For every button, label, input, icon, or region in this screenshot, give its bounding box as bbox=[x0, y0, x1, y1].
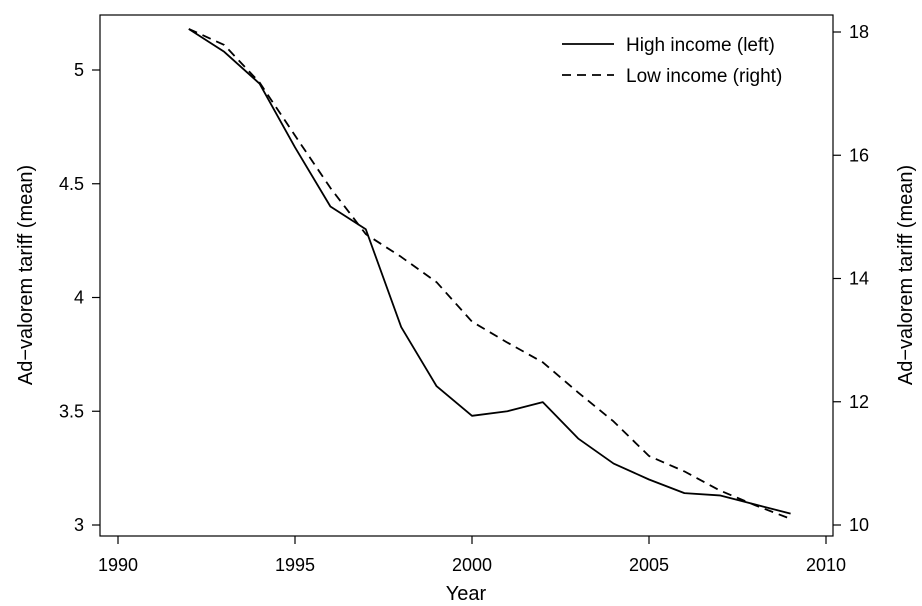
x-tick-label: 2005 bbox=[629, 555, 669, 575]
x-tick-label: 1995 bbox=[275, 555, 315, 575]
right-y-tick-label: 16 bbox=[849, 145, 869, 165]
right-y-tick-label: 14 bbox=[849, 269, 869, 289]
x-tick-label: 1990 bbox=[98, 555, 138, 575]
right-y-axis-title: Ad−valorem tariff (mean) bbox=[895, 165, 917, 385]
x-tick-label: 2000 bbox=[452, 555, 492, 575]
left-y-tick-label: 3.5 bbox=[59, 401, 84, 421]
left-y-axis-title: Ad−valorem tariff (mean) bbox=[15, 165, 37, 385]
left-y-axis: 3 3.5 4 4.5 5 bbox=[59, 60, 100, 535]
series-layer bbox=[188, 28, 791, 520]
left-y-tick-label: 4.5 bbox=[59, 174, 84, 194]
series-line-high-income bbox=[188, 28, 791, 515]
x-tick-label: 2010 bbox=[806, 555, 846, 575]
left-y-tick-label: 5 bbox=[74, 60, 84, 80]
right-y-tick-label: 18 bbox=[849, 22, 869, 42]
left-y-tick-label: 4 bbox=[74, 288, 84, 308]
left-y-tick-label: 3 bbox=[74, 515, 84, 535]
legend: High income (left) Low income (right) bbox=[562, 35, 782, 87]
series-line-low-income bbox=[188, 28, 791, 520]
x-axis: 1990 1995 2000 2005 2010 bbox=[98, 536, 846, 575]
x-axis-title: Year bbox=[446, 583, 487, 605]
legend-label-high-income: High income (left) bbox=[626, 35, 775, 56]
right-y-tick-label: 10 bbox=[849, 515, 869, 535]
right-y-tick-label: 12 bbox=[849, 392, 869, 412]
plot-frame bbox=[99, 14, 834, 537]
legend-label-low-income: Low income (right) bbox=[626, 66, 782, 87]
right-y-axis: 10 12 14 16 18 bbox=[833, 22, 869, 535]
